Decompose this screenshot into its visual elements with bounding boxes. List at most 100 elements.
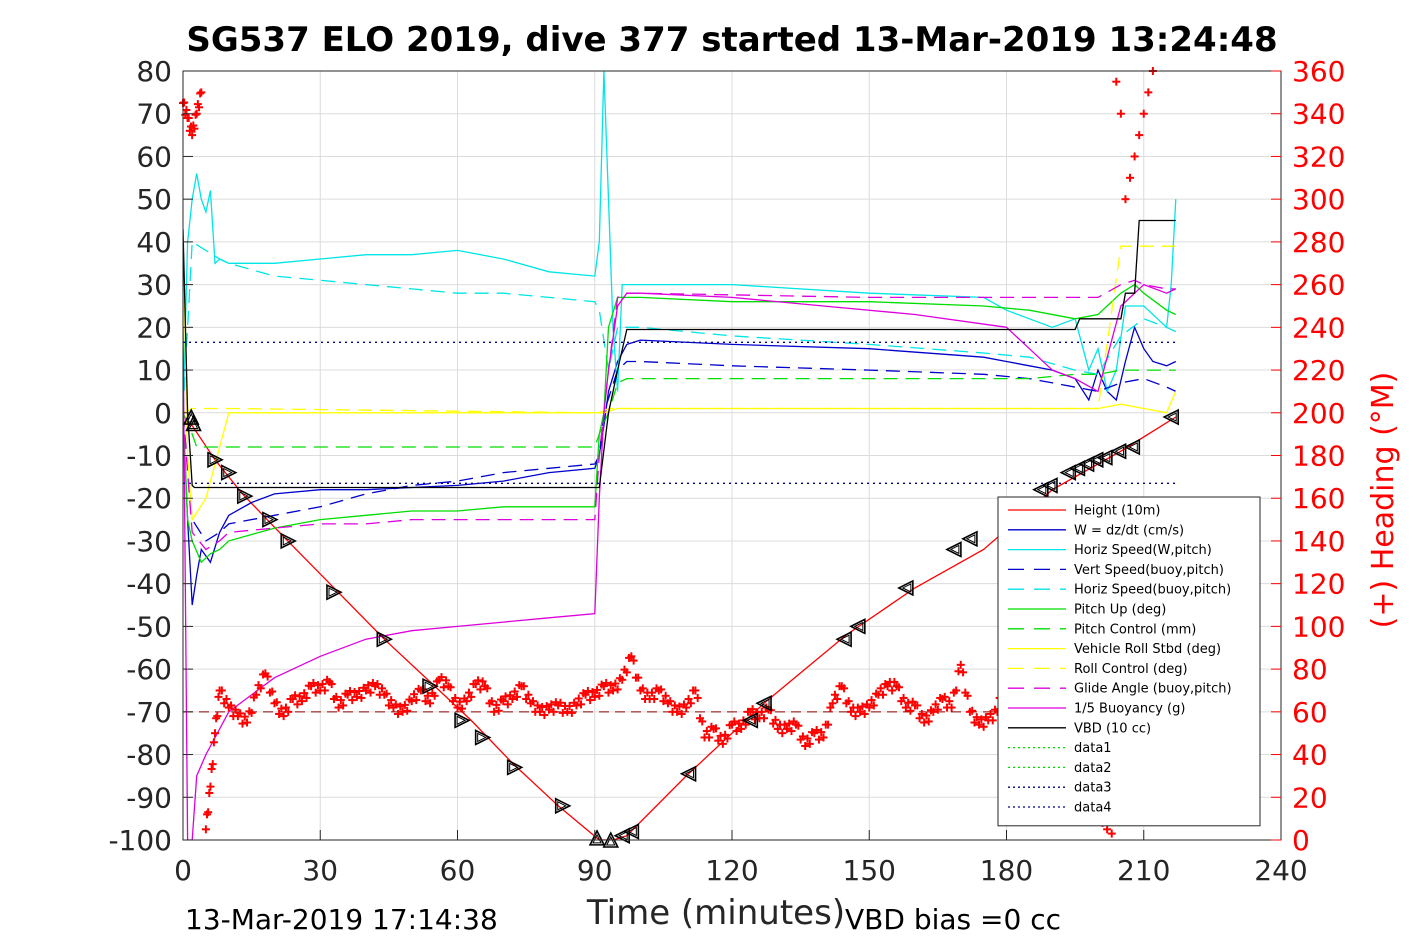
y-left-tick-label: -90: [126, 781, 172, 814]
y-left-tick-label: 20: [136, 311, 172, 344]
heading-point: [499, 697, 508, 706]
heading-point: [407, 697, 416, 706]
heading-point: [853, 703, 862, 712]
heading-point: [734, 719, 743, 728]
y-left-tick-label: 40: [136, 226, 172, 259]
heading-point: [947, 703, 956, 712]
heading-point: [336, 696, 345, 705]
footer-timestamp: 13-Mar-2019 17:14:38: [185, 903, 498, 936]
heading-point: [805, 739, 814, 748]
heading-point: [959, 668, 968, 677]
heading-point: [327, 680, 336, 689]
series-line-8: [183, 245, 1176, 414]
heading-point: [602, 678, 611, 687]
heading-point: [988, 716, 997, 725]
heading-point: [263, 672, 272, 681]
series-line-4: [183, 240, 1177, 413]
y-left-tick-label: -70: [126, 696, 172, 729]
sample-marker-inner: [1100, 452, 1111, 463]
heading-point: [214, 692, 223, 701]
heading-point: [801, 742, 810, 751]
y-right-tick-label: 300: [1292, 183, 1345, 216]
heading-point: [192, 109, 201, 118]
sample-marker: [849, 618, 866, 635]
y-right-tick-label: 40: [1292, 739, 1328, 772]
y-right-tick-label: 60: [1292, 696, 1328, 729]
heading-point: [956, 660, 965, 669]
heading-point: [396, 702, 405, 711]
heading-point: [501, 692, 510, 701]
heading-point: [300, 689, 309, 698]
heading-point: [574, 694, 583, 703]
heading-point: [563, 707, 572, 716]
heading-point: [446, 683, 455, 692]
sample-marker: [835, 630, 852, 648]
sample-marker: [741, 712, 759, 729]
x-axis-label: Time (minutes): [586, 893, 845, 933]
heading-point: [814, 735, 823, 744]
heading-point: [238, 719, 247, 728]
heading-point: [211, 729, 220, 738]
sample-marker-inner: [839, 634, 850, 645]
heading-point: [366, 688, 375, 697]
heading-point: [297, 697, 306, 706]
heading-point: [195, 103, 204, 112]
y-right-tick-label: 140: [1292, 525, 1345, 558]
y-left-tick-label: -10: [126, 440, 172, 473]
sample-marker-inner: [456, 715, 467, 726]
heading-point: [510, 687, 519, 696]
heading-point: [826, 703, 835, 712]
heading-point: [188, 131, 197, 140]
heading-point: [702, 727, 711, 736]
heading-point: [196, 89, 205, 98]
heading-point: [659, 697, 668, 706]
series-line-2: [183, 71, 1177, 413]
heading-point: [737, 724, 746, 733]
heading-point: [567, 708, 576, 717]
heading-point: [867, 696, 876, 705]
sample-marker: [1032, 481, 1049, 498]
heading-point: [622, 668, 631, 677]
sample-marker: [1123, 438, 1141, 456]
heading-point: [281, 703, 290, 712]
legend-label-10: 1/5 Buoyancy (g): [1074, 702, 1185, 717]
heading-point: [915, 714, 924, 723]
sample-marker: [185, 414, 202, 432]
heading-point: [913, 701, 922, 710]
heading-point: [190, 124, 199, 133]
heading-point: [556, 698, 565, 707]
y-left-tick-label: -50: [126, 610, 172, 643]
heading-point: [204, 808, 213, 817]
sample-marker-inner: [853, 621, 864, 632]
sample-marker: [1041, 477, 1058, 494]
x-tick-label: 120: [705, 854, 758, 887]
sample-marker: [1162, 408, 1179, 426]
sample-marker-inner: [378, 634, 389, 645]
heading-point: [778, 729, 787, 738]
footer-vbd-bias: VBD bias =0 cc: [845, 903, 1061, 936]
legend-label-6: Pitch Control (mm): [1074, 622, 1196, 637]
heading-point: [588, 688, 597, 697]
sample-marker: [755, 694, 772, 712]
heading-point: [467, 692, 476, 701]
y-right-tick-label: 220: [1292, 354, 1345, 387]
heading-point: [595, 691, 604, 700]
sample-marker: [376, 630, 394, 648]
legend-box: [997, 496, 1261, 827]
heading-point: [627, 652, 636, 661]
sample-marker-inner: [1128, 442, 1138, 452]
heading-point: [378, 684, 387, 693]
heading-point: [682, 703, 691, 712]
heading-point: [382, 689, 391, 698]
heading-point: [840, 684, 849, 693]
heading-point: [858, 702, 867, 711]
sample-marker: [554, 797, 572, 815]
heading-point: [828, 699, 837, 708]
heading-point: [476, 685, 485, 694]
heading-point: [508, 695, 517, 704]
x-tick-label: 0: [174, 854, 192, 887]
heading-point: [398, 707, 407, 716]
heading-point: [313, 681, 322, 690]
heading-point: [252, 690, 261, 699]
